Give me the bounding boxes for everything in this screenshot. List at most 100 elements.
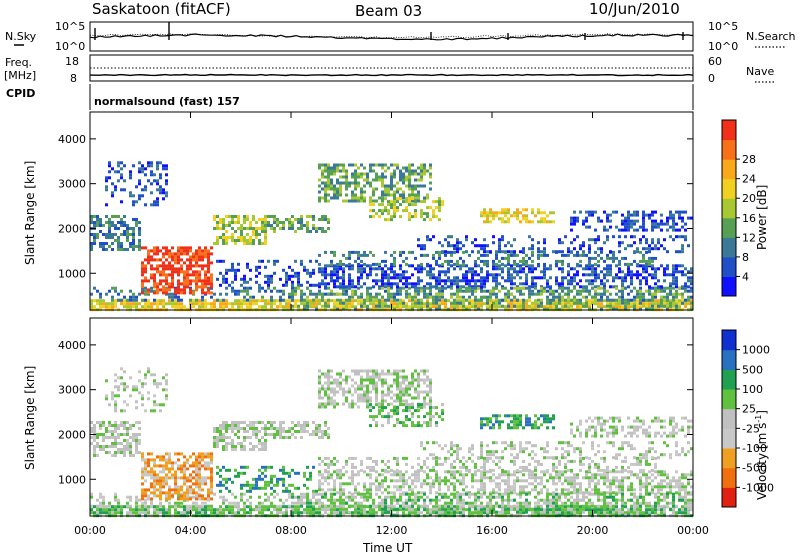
power-cell bbox=[411, 163, 414, 167]
power-cell bbox=[162, 191, 165, 195]
velocity-cell bbox=[426, 511, 429, 515]
power-cell bbox=[438, 250, 441, 254]
velocity-cell bbox=[243, 508, 246, 512]
power-cell bbox=[588, 289, 591, 293]
velocity-cell bbox=[387, 495, 390, 499]
power-cell bbox=[627, 267, 630, 271]
power-cell bbox=[606, 279, 609, 283]
velocity-cell bbox=[144, 470, 147, 474]
power-cell bbox=[369, 270, 372, 274]
velocity-cell bbox=[159, 479, 162, 483]
power-cell bbox=[651, 295, 654, 299]
power-cell bbox=[186, 246, 189, 250]
power-cell bbox=[93, 239, 96, 242]
power-cell bbox=[378, 196, 381, 200]
power-cell bbox=[414, 172, 417, 176]
power-cell bbox=[330, 279, 333, 283]
power-cell bbox=[519, 276, 522, 280]
power-cell bbox=[540, 220, 543, 224]
power-cell bbox=[444, 238, 447, 242]
power-cell bbox=[456, 299, 459, 303]
power-cell bbox=[222, 236, 225, 239]
velocity-cell bbox=[564, 511, 567, 515]
power-cell bbox=[342, 175, 345, 179]
power-cell bbox=[192, 302, 195, 306]
power-cell bbox=[471, 302, 474, 306]
power-cell bbox=[135, 302, 138, 306]
power-cell bbox=[498, 273, 501, 277]
power-cell bbox=[573, 222, 576, 226]
power-cell bbox=[582, 302, 585, 306]
power-cell bbox=[561, 302, 564, 306]
power-cell bbox=[360, 299, 363, 303]
power-cell bbox=[615, 210, 618, 214]
velocity-cell bbox=[111, 445, 114, 448]
power-cell bbox=[288, 295, 291, 299]
power-cell bbox=[537, 276, 540, 280]
power-cell bbox=[324, 230, 327, 233]
power-cell bbox=[174, 255, 177, 259]
power-cell bbox=[324, 218, 327, 221]
power-cell bbox=[642, 267, 645, 271]
power-cell bbox=[681, 219, 684, 223]
power-cell bbox=[387, 193, 390, 197]
power-cell bbox=[390, 299, 393, 303]
power-cell bbox=[237, 299, 240, 303]
power-cell bbox=[90, 245, 93, 248]
velocity-cell bbox=[156, 403, 159, 407]
power-cell bbox=[360, 264, 363, 268]
power-cell bbox=[543, 217, 546, 221]
power-cell bbox=[537, 302, 540, 306]
velocity-cell bbox=[483, 511, 486, 515]
power-cell bbox=[630, 289, 633, 293]
velocity-cell bbox=[231, 492, 234, 496]
power-cell bbox=[144, 276, 147, 280]
power-cell bbox=[243, 280, 246, 284]
velocity-cell bbox=[141, 476, 144, 480]
velocity-cell bbox=[588, 511, 591, 515]
velocity-cell bbox=[378, 504, 381, 508]
velocity-cell bbox=[147, 508, 150, 512]
power-cell bbox=[465, 270, 468, 274]
power-cell bbox=[372, 285, 375, 289]
velocity-cell bbox=[351, 498, 354, 502]
power-cell bbox=[600, 256, 603, 260]
power-cell bbox=[690, 270, 693, 274]
power-cell bbox=[528, 247, 531, 251]
power-cell bbox=[597, 286, 600, 290]
power-cell bbox=[432, 267, 435, 271]
velocity-cell bbox=[129, 394, 132, 398]
velocity-cell bbox=[501, 511, 504, 515]
velocity-cell bbox=[309, 505, 312, 509]
power-cell bbox=[516, 302, 519, 306]
power-cell bbox=[423, 295, 426, 299]
velocity-cell bbox=[159, 491, 162, 495]
power-cell bbox=[480, 214, 483, 218]
power-cell bbox=[450, 250, 453, 254]
power-cell bbox=[522, 259, 525, 263]
velocity-cell bbox=[279, 511, 282, 515]
power-cell bbox=[492, 211, 495, 215]
velocity-cell bbox=[120, 442, 123, 445]
velocity-cell bbox=[117, 501, 120, 505]
power-cell bbox=[162, 164, 165, 168]
velocity-cell bbox=[591, 501, 594, 505]
power-cell bbox=[126, 298, 129, 302]
power-cell bbox=[591, 213, 594, 217]
power-cell bbox=[138, 245, 141, 248]
power-cell bbox=[603, 241, 606, 245]
power-cell bbox=[342, 305, 345, 309]
power-cell bbox=[429, 238, 432, 242]
power-cell bbox=[384, 218, 387, 222]
power-cell bbox=[330, 276, 333, 280]
velocity-cell bbox=[135, 421, 138, 424]
power-cell bbox=[150, 173, 153, 177]
power-cell bbox=[195, 264, 198, 268]
power-cell bbox=[105, 179, 108, 183]
power-cell bbox=[483, 247, 486, 251]
velocity-cell bbox=[144, 464, 147, 468]
power-cell bbox=[288, 277, 291, 281]
velocity-cell bbox=[141, 385, 144, 389]
power-cell bbox=[489, 273, 492, 277]
velocity-cell bbox=[243, 511, 246, 515]
